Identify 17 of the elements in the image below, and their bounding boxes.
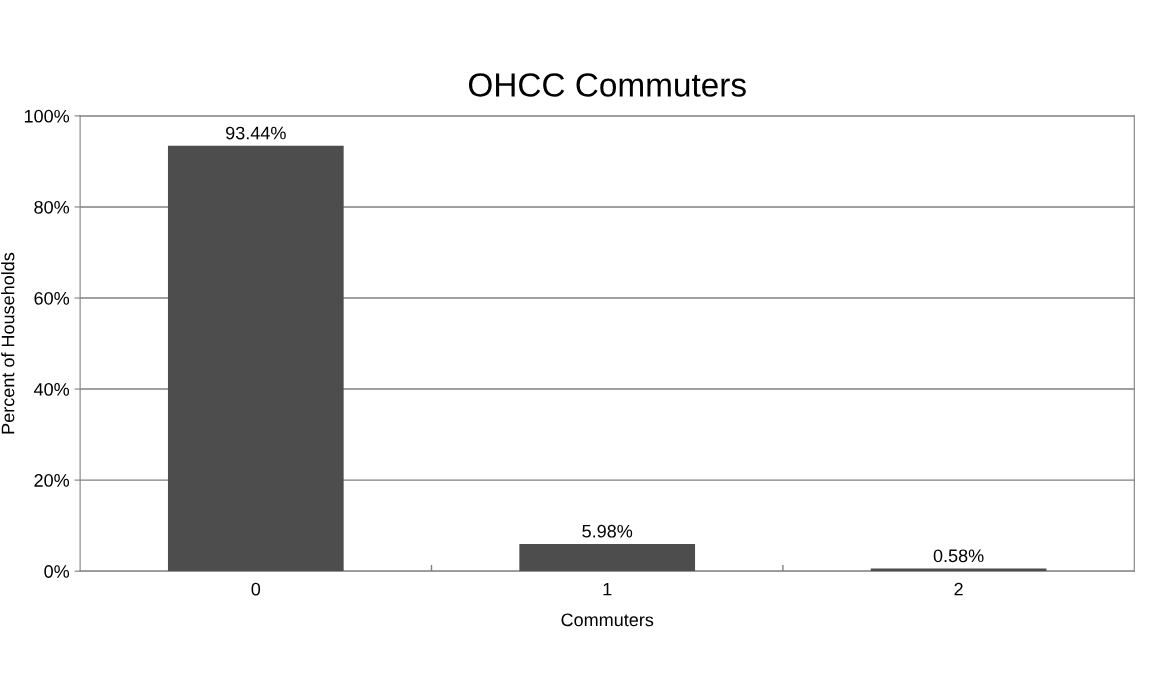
y-tick-label: 20% [34, 474, 70, 487]
y-tick-label: 100% [24, 109, 70, 123]
data-label: 93.44% [226, 126, 286, 140]
y-axis-title: Percent of Households [1, 252, 15, 434]
chart-title: OHCC Commuters [468, 73, 746, 97]
y-tick-label: 40% [33, 382, 70, 396]
y-tick-label: 0% [44, 565, 70, 578]
y-tick-label: 80% [34, 200, 70, 214]
data-label: 5.98% [582, 524, 633, 538]
bar [167, 145, 344, 572]
x-tick-label: 1 [603, 582, 612, 596]
y-tick-label: 60% [34, 291, 70, 305]
x-tick-label: 2 [954, 582, 963, 596]
x-tick-label: 0 [251, 582, 261, 596]
data-label: 0.58% [933, 549, 984, 563]
x-axis-title: Commuters [561, 613, 654, 627]
bar [519, 543, 696, 572]
